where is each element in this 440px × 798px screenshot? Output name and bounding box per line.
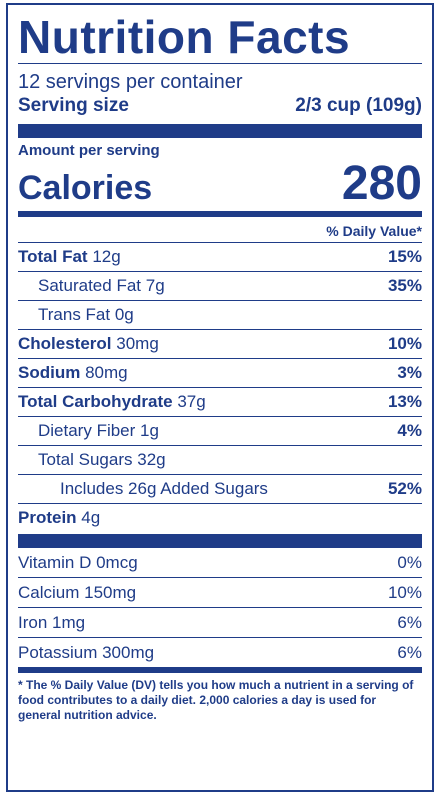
nutrient-name: Includes 26g Added Sugars (60, 479, 268, 498)
nutrient-row-cholesterol: Cholesterol 30mg 10% (18, 329, 422, 358)
nutrient-name: Saturated Fat (38, 276, 142, 295)
vitamin-dv: 10% (387, 583, 422, 602)
nutrient-name: Total Fat (18, 247, 88, 266)
vitamin-dv: 6% (397, 613, 422, 632)
nutrient-amount: 32g (137, 450, 166, 469)
thick-divider (18, 124, 422, 138)
nutrient-name: Total Carbohydrate (18, 392, 173, 411)
vitamin-dv: 0% (397, 553, 422, 572)
divider (18, 63, 422, 64)
nutrient-dv: 13% (387, 392, 422, 411)
nutrient-dv: 35% (387, 276, 422, 295)
nutrition-facts-label: Nutrition Facts 12 servings per containe… (6, 3, 434, 792)
nutrient-name: Sodium (18, 363, 81, 382)
nutrient-dv: 52% (387, 479, 422, 498)
protein-amount: 4g (81, 508, 101, 527)
nutrient-row-saturated-fat: Saturated Fat 7g 35% (18, 271, 422, 300)
nutrient-row-dietary-fiber: Dietary Fiber 1g 4% (18, 416, 422, 445)
nutrient-row-total-carbohydrate: Total Carbohydrate 37g 13% (18, 387, 422, 416)
nutrient-row-trans-fat: Trans Fat 0g (18, 300, 422, 329)
nutrient-amount: 12g (92, 247, 121, 266)
nutrient-row-sodium: Sodium 80mg 3% (18, 358, 422, 387)
calories-row: Calories 280 (18, 157, 422, 211)
nutrient-amount: 37g (177, 392, 206, 411)
nutrient-row-total-sugars: Total Sugars 32g (18, 445, 422, 474)
vitamin-name: Vitamin D 0mcg (18, 553, 138, 572)
vitamin-row: Iron 1mg 6% (18, 607, 422, 637)
nutrient-amount: 30mg (116, 334, 159, 353)
vitamin-row: Vitamin D 0mcg 0% (18, 548, 422, 577)
vitamin-row: Calcium 150mg 10% (18, 577, 422, 607)
nutrient-amount: 0g (114, 305, 134, 324)
footnote: * The % Daily Value (DV) tells you how m… (18, 667, 422, 723)
label-title: Nutrition Facts (18, 11, 351, 63)
nutrient-amount: 7g (145, 276, 165, 295)
nutrient-dv: 4% (397, 421, 422, 440)
serving-size-label: Serving size (18, 95, 129, 116)
protein-name: Protein (18, 508, 77, 527)
vitamin-name: Calcium 150mg (18, 583, 137, 602)
protein-row: Protein 4g (18, 503, 422, 532)
servings-per-container: 12 servings per container (18, 71, 243, 93)
nutrient-row-total-fat: Total Fat 12g 15% (18, 242, 422, 271)
nutrient-dv: 10% (387, 334, 422, 353)
nutrient-dv: 3% (397, 363, 422, 382)
nutrient-name: Total Sugars (38, 450, 133, 469)
nutrient-name: Dietary Fiber (38, 421, 136, 440)
medium-divider (18, 211, 422, 217)
amount-per-serving: Amount per serving (18, 142, 160, 159)
vitamin-name: Iron 1mg (18, 613, 86, 632)
nutrient-dv: 15% (387, 247, 422, 266)
nutrient-amount: 1g (140, 421, 159, 440)
vitamin-dv: 6% (397, 643, 422, 662)
calories-value: 280 (341, 157, 422, 210)
nutrient-name: Cholesterol (18, 334, 112, 353)
daily-value-header: % Daily Value* (326, 223, 422, 239)
serving-size-value: 2/3 cup (109g) (295, 95, 422, 116)
nutrient-amount: 80mg (85, 363, 128, 382)
nutrient-name: Trans Fat (38, 305, 111, 324)
thick-divider (18, 534, 422, 548)
nutrient-row-added-sugars: Includes 26g Added Sugars 52% (18, 474, 422, 503)
vitamin-row: Potassium 300mg 6% (18, 637, 422, 667)
calories-label: Calories (18, 169, 153, 207)
serving-size-row: Serving size 2/3 cup (109g) (18, 94, 422, 118)
vitamin-name: Potassium 300mg (18, 643, 155, 662)
